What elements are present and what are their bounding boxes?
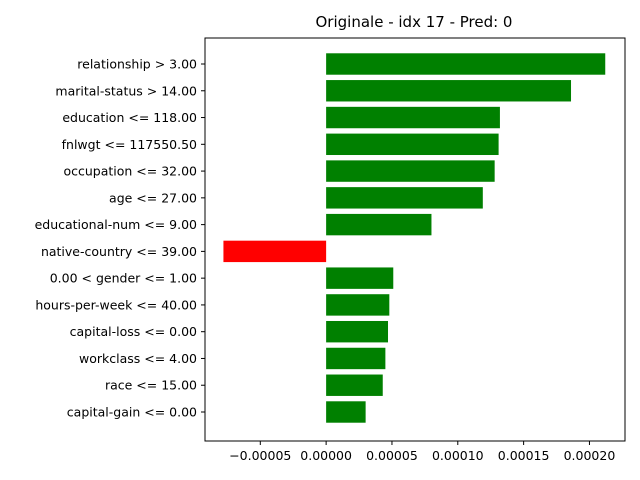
x-tick-label-1: 0.00000 — [300, 448, 352, 463]
bar-2 — [326, 106, 500, 129]
y-tick-label-8: 0.00 < gender <= 1.00 — [50, 271, 197, 286]
y-tick-label-4: occupation <= 32.00 — [63, 164, 197, 179]
x-tick-label-2: 0.00005 — [366, 448, 418, 463]
bar-4 — [326, 160, 495, 182]
plot-frame — [204, 37, 626, 442]
y-tick-label-5: age <= 27.00 — [109, 190, 197, 205]
y-tick-label-10: capital-loss <= 0.00 — [70, 324, 197, 339]
y-axis-ticks: relationship > 3.00 marital-status > 14.0… — [35, 57, 205, 420]
x-tick-label-0: −0.00005 — [229, 448, 291, 463]
y-tick-label-2: education <= 118.00 — [62, 110, 197, 125]
bar-5 — [326, 187, 483, 209]
y-tick-label-0: relationship > 3.00 — [77, 57, 197, 72]
x-tick-label-5: 0.00020 — [564, 448, 616, 463]
x-tick-label-4: 0.00015 — [498, 448, 550, 463]
x-tick-label-3: 0.00010 — [432, 448, 484, 463]
bar-11 — [326, 347, 386, 370]
bar-1 — [326, 80, 572, 102]
bar-9 — [326, 294, 390, 316]
bar-8 — [326, 267, 394, 289]
bars-group — [223, 53, 606, 423]
y-tick-label-9: hours-per-week <= 40.00 — [35, 297, 197, 312]
x-axis-ticks: −0.00005 0.00000 0.00005 0.00010 0.00015 0.00… — [229, 441, 615, 463]
bar-12 — [326, 374, 383, 396]
chart-title: Originale - idx 17 - Pred: 0 — [316, 13, 513, 31]
bar-7 — [223, 240, 327, 263]
y-tick-label-6: educational-num <= 9.00 — [35, 217, 197, 232]
bar-13 — [326, 401, 366, 423]
bar-10 — [326, 320, 389, 343]
bar-6 — [326, 213, 432, 236]
y-tick-label-3: fnlwgt <= 117550.50 — [62, 137, 197, 152]
y-tick-label-13: capital-gain <= 0.00 — [67, 405, 197, 420]
bar-3 — [326, 133, 499, 156]
y-tick-label-12: race <= 15.00 — [105, 378, 197, 393]
y-tick-label-7: native-country <= 39.00 — [41, 244, 197, 259]
bar-0 — [326, 53, 606, 75]
y-tick-label-11: workclass <= 4.00 — [79, 351, 197, 366]
y-tick-label-1: marital-status > 14.00 — [55, 83, 197, 98]
